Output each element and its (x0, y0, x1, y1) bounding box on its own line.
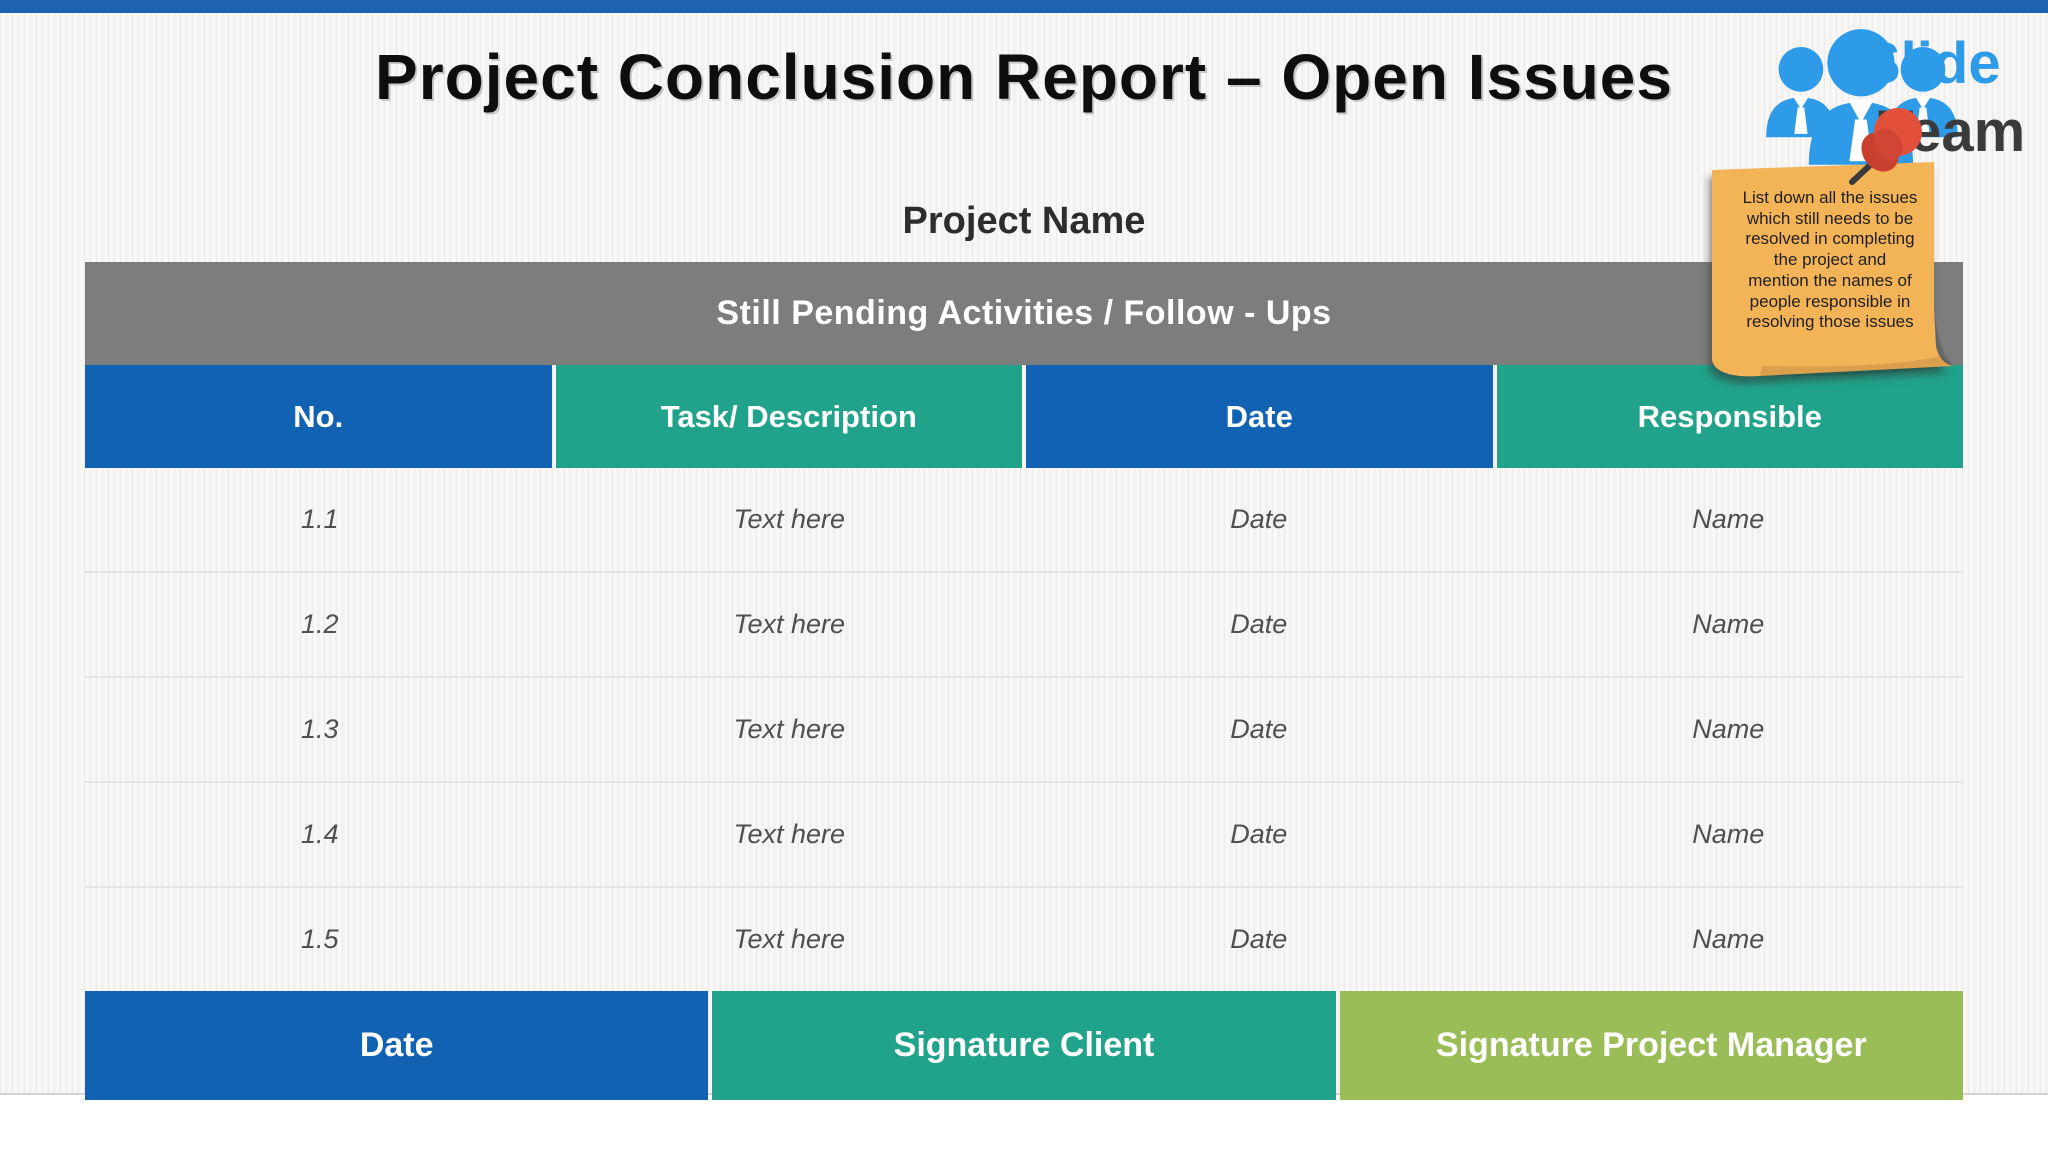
page-title: Project Conclusion Report – Open Issues (375, 41, 1673, 113)
footer-cell-signature-client: Signature Client (712, 991, 1336, 1100)
project-name-label: Project Name (902, 200, 1146, 242)
cell-responsible: Name (1692, 924, 1765, 954)
cell-no: 1.1 (300, 504, 339, 534)
footer-cell-signature-project-manager: Signature Project Manager (1339, 991, 1963, 1100)
cell-responsible: Name (1692, 609, 1765, 639)
open-issues-table: Still Pending Activities / Follow - Ups … (85, 262, 1963, 1100)
cell-date: Date (1230, 504, 1288, 534)
cell-no: 1.4 (300, 819, 339, 849)
table-footer-row: Date Signature Client Signature Project … (85, 991, 1963, 1100)
cell-task: Text here (733, 504, 846, 534)
table-row: 1.5 Text here Date Name (85, 886, 1963, 991)
cell-date: Date (1230, 609, 1288, 639)
column-header-responsible: Responsible (1496, 365, 1963, 468)
cell-task: Text here (733, 819, 846, 849)
table-row: 1.4 Text here Date Name (85, 781, 1963, 886)
cell-no: 1.2 (300, 609, 339, 639)
column-header-date: Date (1026, 365, 1493, 468)
table-body: 1.1 Text here Date Name 1.2 Text here Da… (85, 468, 1963, 991)
cell-responsible: Name (1692, 714, 1765, 744)
table-header-row: No. Task/ Description Date Responsible (85, 365, 1963, 468)
cell-responsible: Name (1692, 504, 1765, 534)
cell-date: Date (1230, 924, 1288, 954)
table-row: 1.2 Text here Date Name (85, 571, 1963, 676)
cell-responsible: Name (1692, 819, 1765, 849)
table-row: 1.3 Text here Date Name (85, 676, 1963, 781)
cell-no: 1.3 (300, 714, 339, 744)
sticky-note-text: List down all the issues which still nee… (1742, 188, 1918, 332)
cell-task: Text here (733, 714, 846, 744)
cell-date: Date (1230, 819, 1288, 849)
footer-cell-date: Date (85, 991, 709, 1100)
pushpin-icon (1849, 108, 1922, 185)
logo-text-slide: Slide (1862, 31, 2001, 96)
top-accent-bar (0, 0, 2048, 13)
column-header-task: Task/ Description (555, 365, 1022, 468)
column-header-no: No. (85, 365, 552, 468)
cell-task: Text here (733, 609, 846, 639)
cell-task: Text here (733, 924, 846, 954)
sticky-note (1712, 162, 1954, 377)
table-row: 1.1 Text here Date Name (85, 468, 1963, 571)
cell-no: 1.5 (300, 924, 339, 954)
cell-date: Date (1230, 714, 1288, 744)
table-banner: Still Pending Activities / Follow - Ups (85, 262, 1963, 365)
slide-background (0, 13, 2048, 1095)
